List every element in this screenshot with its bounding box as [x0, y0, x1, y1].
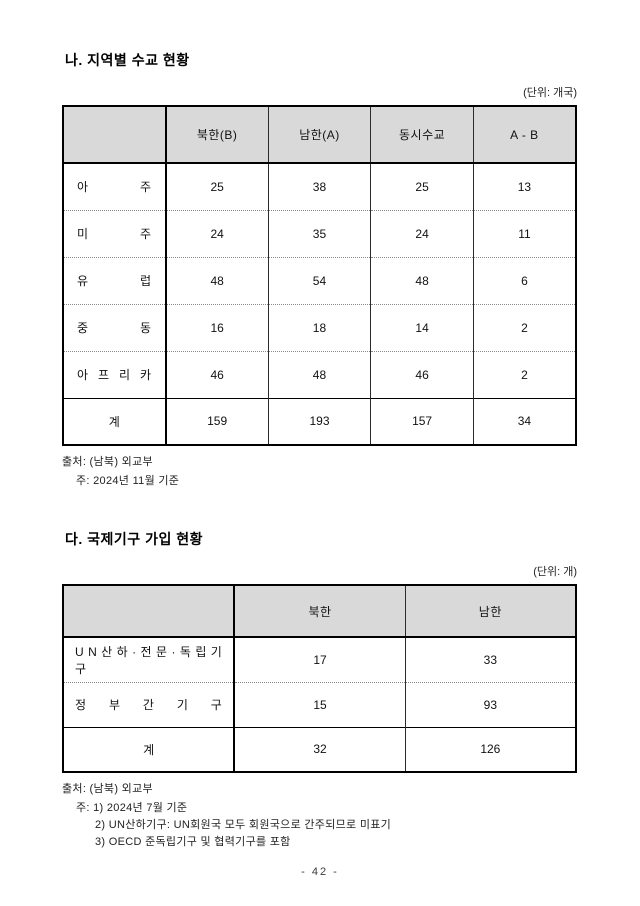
table2-header-row: 북한 남한	[63, 585, 576, 637]
table2-header-south: 남한	[404, 585, 576, 637]
regional-relations-table: 북한(B) 남한(A) 동시수교 A - B 아 주 25 38 25 13 미…	[62, 105, 577, 446]
row-label: 유 럽	[77, 274, 152, 288]
intl-organizations-table: 북한 남한 U N 산 하 · 전 문 · 독 립 기 구 17 33 정 부 …	[62, 584, 577, 773]
section-regional-relations: 나. 지역별 수교 현황 (단위: 개국) 북한(B) 남한(A) 동시수교 A…	[62, 50, 577, 488]
data-cell: 24	[164, 210, 269, 257]
table2-total-row: 계 32 126	[63, 727, 576, 772]
section1-unit-label: (단위: 개국)	[523, 87, 577, 99]
row-label: 아 프 리 카	[77, 368, 152, 382]
data-cell: 48	[164, 257, 269, 304]
table1-header-row: 북한(B) 남한(A) 동시수교 A - B	[63, 106, 576, 163]
data-cell: 38	[267, 163, 371, 210]
data-cell: 15	[233, 682, 406, 727]
data-cell: 24	[370, 210, 474, 257]
row-label: 아 주	[77, 180, 152, 195]
row-label: 중 동	[77, 321, 152, 335]
section1-source: 출처: (남북) 외교부	[62, 456, 153, 468]
table1-header-both: 동시수교	[370, 106, 474, 163]
row-label: 정 부 간 기 구	[75, 698, 223, 712]
section2-title: 다. 국제기구 가입 현황	[65, 531, 203, 547]
table-row-america: 미 주 24 35 24 11	[63, 210, 576, 257]
section-intl-organizations: 다. 국제기구 가입 현황 (단위: 개) 북한 남한 U N 산 하 · 전 …	[62, 529, 577, 849]
data-cell: 48	[267, 351, 371, 398]
table-row-africa: 아 프 리 카 46 48 46 2	[63, 351, 576, 398]
data-cell: 93	[404, 682, 576, 727]
data-cell: 32	[233, 727, 406, 772]
table-row-asia: 아 주 25 38 25 13	[63, 163, 576, 210]
data-cell: 6	[472, 257, 576, 304]
table1-header-north: 북한(B)	[164, 106, 269, 163]
total-label: 계	[108, 414, 120, 429]
table-row-europe: 유 럽 48 54 48 6	[63, 257, 576, 304]
table2-header-north: 북한	[233, 585, 406, 637]
data-cell: 159	[164, 398, 269, 445]
section1-note: 주: 2024년 11월 기준	[76, 475, 180, 487]
table1-header-diff: A - B	[472, 106, 576, 163]
row-label: 미 주	[77, 227, 152, 241]
table-row-middle-east: 중 동 16 18 14 2	[63, 304, 576, 351]
data-cell: 18	[267, 304, 371, 351]
row-label: U N 산 하 · 전 문 · 독 립 기 구	[75, 644, 223, 676]
data-cell: 46	[164, 351, 269, 398]
data-cell: 193	[267, 398, 371, 445]
data-cell: 2	[472, 351, 576, 398]
data-cell: 33	[404, 637, 576, 682]
section2-unit-label: (단위: 개)	[533, 566, 577, 578]
table1-total-row: 계 159 193 157 34	[63, 398, 576, 445]
data-cell: 25	[164, 163, 269, 210]
total-label: 계	[143, 742, 155, 757]
section2-note-2: 2) UN산하기구: UN회원국 모두 회원국으로 간주되므로 미표기	[95, 819, 392, 831]
table2-corner-cell	[63, 585, 234, 637]
data-cell: 126	[404, 727, 576, 772]
table-row-un-organizations: U N 산 하 · 전 문 · 독 립 기 구 17 33	[63, 637, 576, 682]
section2-note-1: 주: 1) 2024년 7월 기준	[76, 802, 188, 814]
data-cell: 2	[472, 304, 576, 351]
data-cell: 157	[370, 398, 474, 445]
data-cell: 13	[472, 163, 576, 210]
table1-header-south: 남한(A)	[267, 106, 371, 163]
data-cell: 46	[370, 351, 474, 398]
section2-source: 출처: (남북) 외교부	[62, 783, 153, 795]
data-cell: 16	[164, 304, 269, 351]
section2-note-3: 3) OECD 준독립기구 및 협력기구를 포함	[95, 836, 291, 848]
data-cell: 34	[472, 398, 576, 445]
data-cell: 54	[267, 257, 371, 304]
data-cell: 17	[233, 637, 406, 682]
data-cell: 25	[370, 163, 474, 210]
data-cell: 35	[267, 210, 371, 257]
section1-title: 나. 지역별 수교 현황	[65, 52, 190, 68]
page-number: - 42 -	[301, 866, 339, 878]
data-cell: 14	[370, 304, 474, 351]
data-cell: 48	[370, 257, 474, 304]
table-row-intergovernmental: 정 부 간 기 구 15 93	[63, 682, 576, 727]
data-cell: 11	[472, 210, 576, 257]
table1-corner-cell	[63, 106, 166, 163]
